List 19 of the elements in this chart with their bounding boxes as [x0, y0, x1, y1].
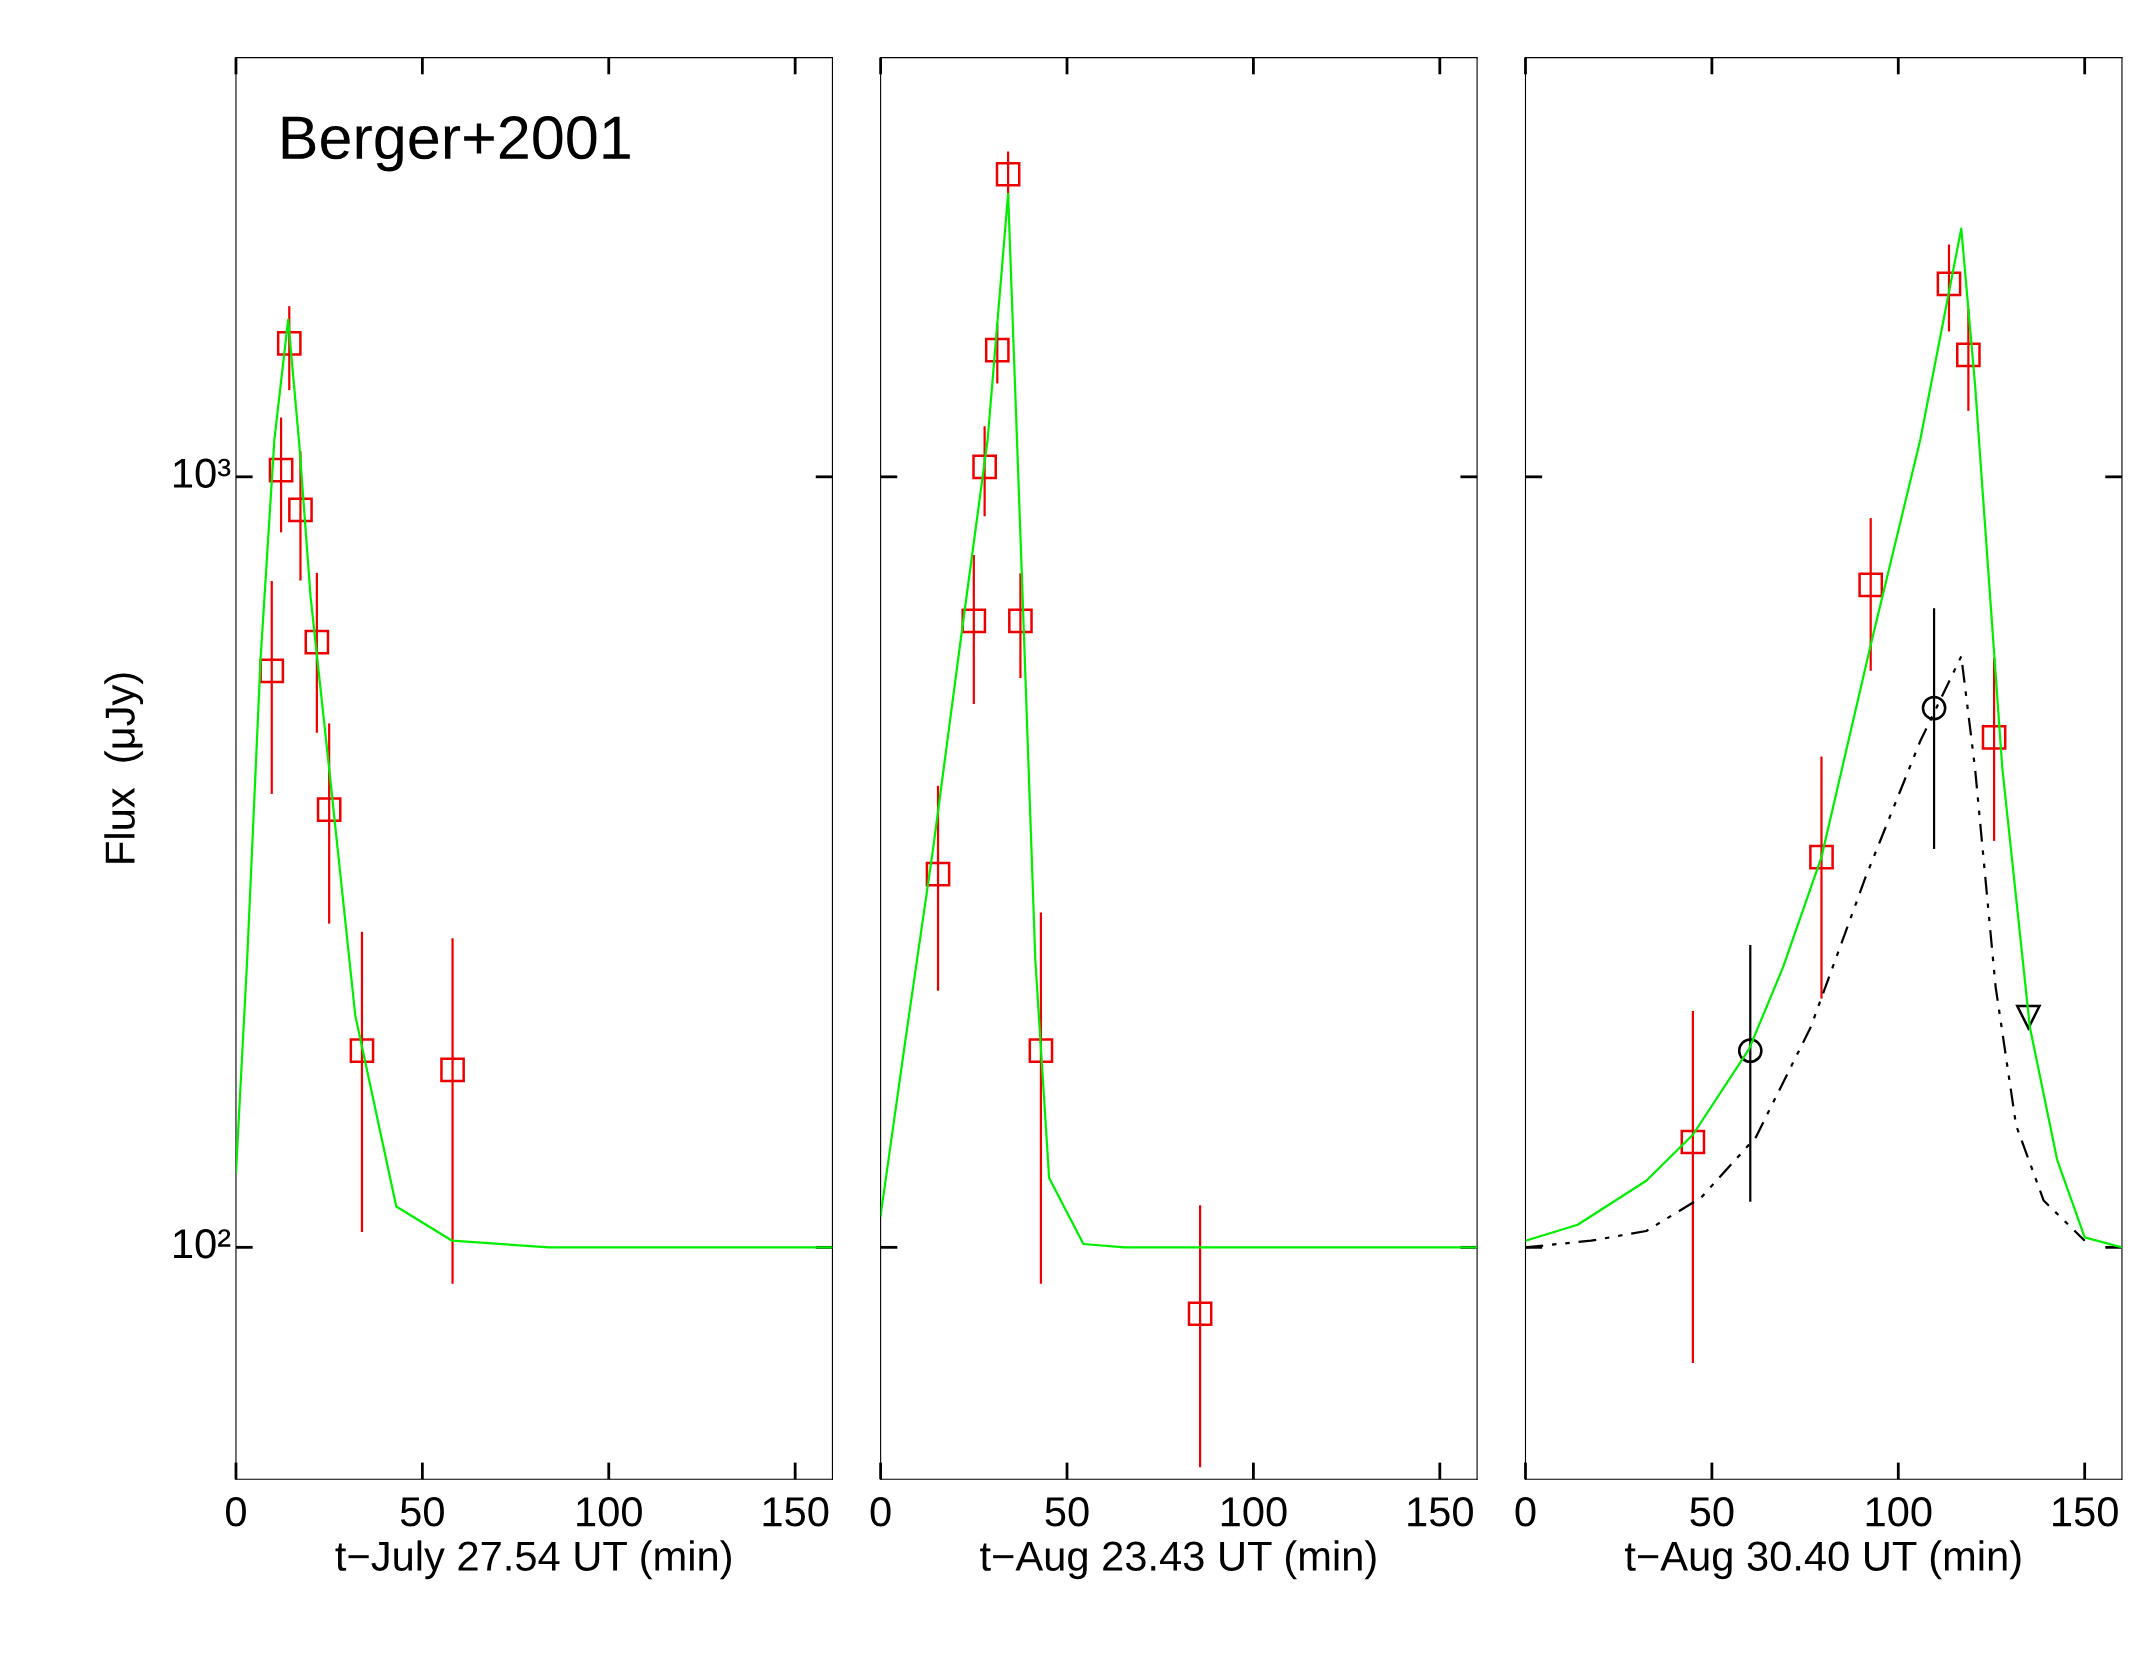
x-tick-label: 0 [870, 1497, 891, 1527]
y-tick-label: 10³ [174, 458, 231, 489]
x-tick-label: 50 [1690, 1497, 1734, 1527]
y-axis-title: Flux (μJy) [104, 673, 144, 863]
x-tick-label: 0 [1515, 1497, 1536, 1527]
x-tick-label: 50 [400, 1497, 444, 1527]
x-tick-label: 150 [763, 1497, 829, 1527]
x-tick-label: 150 [1408, 1497, 1473, 1527]
x-axis-title: t−Aug 30.40 UT (min) [1624, 1540, 2021, 1580]
x-tick-label: 100 [1221, 1497, 1287, 1527]
annotation: Berger+2001 [282, 116, 630, 172]
x-tick-label: 100 [1866, 1497, 1932, 1527]
y-tick-label: 10² [174, 1229, 231, 1259]
x-tick-label: 100 [577, 1497, 642, 1527]
x-axis-title: t−Aug 23.43 UT (min) [980, 1540, 1376, 1580]
x-tick-label: 0 [226, 1497, 246, 1527]
x-axis-title: t−July 27.54 UT (min) [335, 1540, 731, 1580]
x-tick-label: 150 [2053, 1497, 2118, 1527]
x-tick-label: 50 [1045, 1497, 1089, 1527]
